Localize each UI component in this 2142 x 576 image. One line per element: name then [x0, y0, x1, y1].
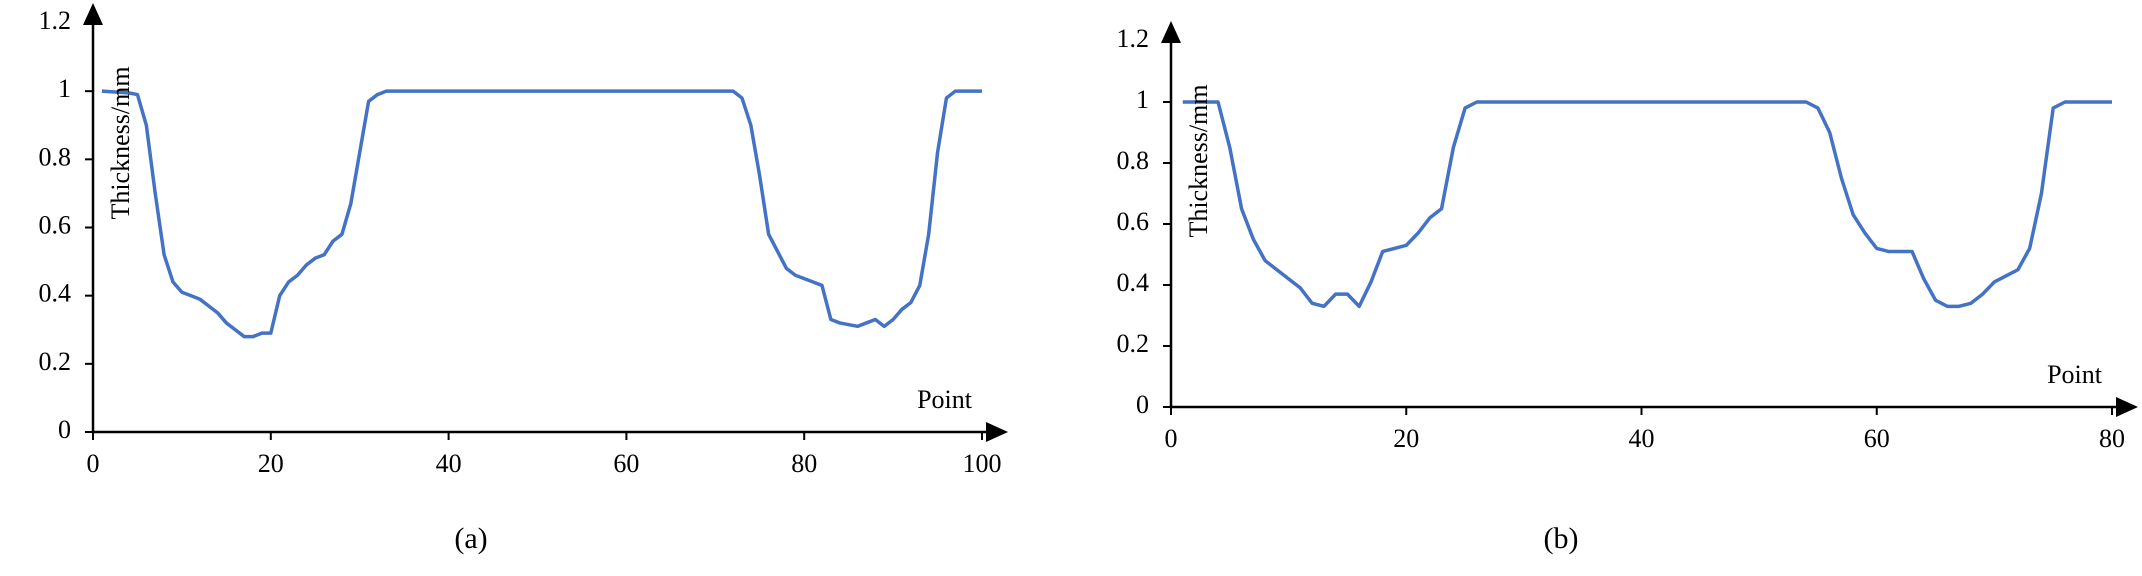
data-line	[1182, 100, 2112, 309]
y-tick-label: 0.6	[1117, 207, 1150, 236]
y-axis-label: Thickness/mm	[1184, 84, 1213, 237]
y-tick-label: 1	[58, 74, 71, 103]
y-tick-label: 0.4	[1117, 268, 1150, 297]
x-tick-label: 80	[2099, 424, 2125, 453]
x-tick-label: 60	[613, 449, 639, 478]
x-tick-label: 20	[1393, 424, 1419, 453]
x-tick-label: 60	[1864, 424, 1890, 453]
x-tick-label: 80	[791, 449, 817, 478]
x-tick-label: 100	[963, 449, 1002, 478]
x-tick-label: 0	[1165, 424, 1178, 453]
y-tick-label: 0.2	[39, 347, 72, 376]
y-tick-label: 0	[58, 415, 71, 444]
x-tick-label: 40	[1629, 424, 1655, 453]
y-tick-label: 0	[1136, 390, 1149, 419]
x-arrow	[986, 422, 1008, 442]
data-line	[101, 89, 982, 339]
y-tick-label: 1	[1136, 85, 1149, 114]
x-tick-label: 20	[258, 449, 284, 478]
y-tick-label: 1.2	[39, 6, 72, 35]
y-tick-label: 0.2	[1117, 329, 1150, 358]
x-axis-label: Point	[2047, 360, 2103, 389]
x-tick-label: 0	[87, 449, 100, 478]
caption: (b)	[1544, 522, 1579, 555]
y-tick-label: 0.8	[39, 142, 72, 171]
y-tick-label: 0.6	[39, 210, 72, 239]
x-axis-label: Point	[917, 385, 973, 414]
y-tick-label: 0.8	[1117, 146, 1150, 175]
y-tick-label: 0.4	[39, 279, 72, 308]
y-axis-label: Thickness/mm	[106, 66, 135, 219]
caption: (a)	[454, 522, 487, 555]
x-arrow	[2116, 397, 2138, 417]
x-tick-label: 40	[436, 449, 462, 478]
y-tick-label: 1.2	[1117, 24, 1150, 53]
y-arrow	[1161, 21, 1181, 43]
y-arrow	[83, 3, 103, 25]
